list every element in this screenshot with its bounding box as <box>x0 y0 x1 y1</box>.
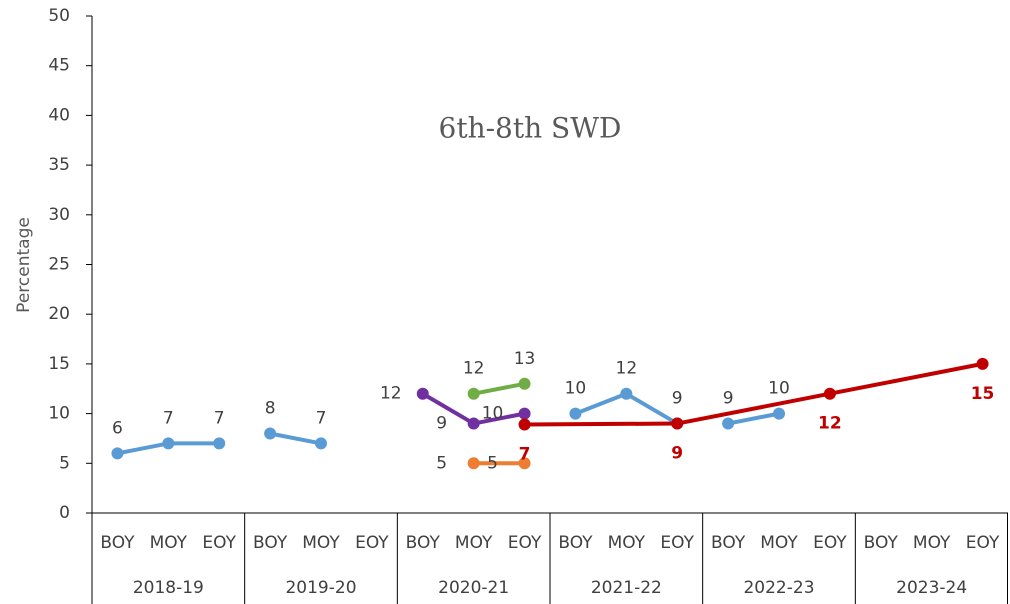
data-label: 7 <box>214 408 225 428</box>
y-tick-label: 40 <box>48 105 70 125</box>
data-label: 9 <box>672 389 683 409</box>
data-point <box>467 387 480 400</box>
x-tick-label: EOY <box>202 533 236 553</box>
data-point <box>467 417 480 430</box>
data-point <box>671 417 684 430</box>
data-point <box>264 427 277 440</box>
y-tick-label: 50 <box>48 6 70 26</box>
data-point <box>823 387 836 400</box>
x-tick-label: MOY <box>760 533 798 553</box>
y-tick-label: 30 <box>48 205 70 225</box>
data-point <box>518 407 531 420</box>
group-label: 2020-21 <box>438 578 509 598</box>
x-tick-label: BOY <box>253 533 288 553</box>
data-label: 7 <box>316 408 327 428</box>
x-tick-label: MOY <box>913 533 951 553</box>
data-label-highlight: 7 <box>519 445 531 465</box>
data-label: 8 <box>265 398 276 418</box>
data-label: 7 <box>163 408 174 428</box>
y-axis-label: Percentage <box>14 217 34 313</box>
data-point <box>620 387 633 400</box>
data-point <box>518 418 531 431</box>
data-label: 9 <box>436 414 447 434</box>
x-tick-label: BOY <box>558 533 593 553</box>
x-tick-label: BOY <box>711 533 746 553</box>
data-label-highlight: 9 <box>671 444 683 464</box>
chart-title: 6th-8th SWD <box>439 112 622 145</box>
data-point <box>569 407 582 420</box>
data-label: 5 <box>436 453 447 473</box>
data-point <box>518 377 531 390</box>
y-tick-label: 35 <box>48 155 70 175</box>
data-point <box>976 357 989 370</box>
data-point <box>773 407 785 420</box>
y-tick-label: 25 <box>48 255 70 275</box>
data-label: 10 <box>565 379 587 399</box>
x-tick-label: MOY <box>608 533 646 553</box>
y-tick-label: 20 <box>48 304 70 324</box>
y-tick-label: 45 <box>48 56 70 76</box>
x-tick-label: EOY <box>813 533 847 553</box>
y-tick-label: 5 <box>59 453 70 473</box>
data-label: 5 <box>487 453 498 473</box>
x-tick-label: MOY <box>302 533 340 553</box>
x-tick-label: BOY <box>100 533 135 553</box>
data-label: 12 <box>380 384 402 404</box>
data-label: 13 <box>514 349 536 369</box>
y-tick-label: 10 <box>48 404 70 424</box>
x-tick-label: MOY <box>150 533 188 553</box>
series-line <box>524 361 983 427</box>
data-label: 9 <box>723 389 734 409</box>
data-point <box>162 437 175 450</box>
data-label: 10 <box>768 379 790 399</box>
x-tick-label: MOY <box>455 533 493 553</box>
data-label: 10 <box>482 404 504 424</box>
data-label-highlight: 12 <box>818 414 842 434</box>
data-point <box>467 457 480 470</box>
group-label: 2022-23 <box>743 578 814 598</box>
data-label: 12 <box>463 359 485 379</box>
x-tick-label: EOY <box>966 533 1000 553</box>
series-line <box>727 411 780 426</box>
group-label: 2019-20 <box>285 578 356 598</box>
group-label: 2018-19 <box>133 578 204 598</box>
data-label-highlight: 15 <box>971 384 995 404</box>
series-line <box>473 381 525 396</box>
y-tick-label: 0 <box>59 503 70 523</box>
data-point <box>213 437 226 450</box>
data-point <box>111 447 124 460</box>
y-tick-label: 15 <box>48 354 70 374</box>
series-line <box>269 431 322 446</box>
x-tick-label: EOY <box>660 533 694 553</box>
x-tick-label: EOY <box>355 533 389 553</box>
data-label: 6 <box>112 418 123 438</box>
group-label: 2023-24 <box>896 578 967 598</box>
group-label: 2021-22 <box>591 578 662 598</box>
data-point <box>315 437 327 450</box>
x-tick-label: BOY <box>864 533 899 553</box>
data-point <box>518 457 531 470</box>
data-point <box>722 417 735 430</box>
x-tick-label: EOY <box>508 533 542 553</box>
data-label: 12 <box>616 359 638 379</box>
x-tick-label: BOY <box>406 533 441 553</box>
data-point <box>416 387 429 400</box>
